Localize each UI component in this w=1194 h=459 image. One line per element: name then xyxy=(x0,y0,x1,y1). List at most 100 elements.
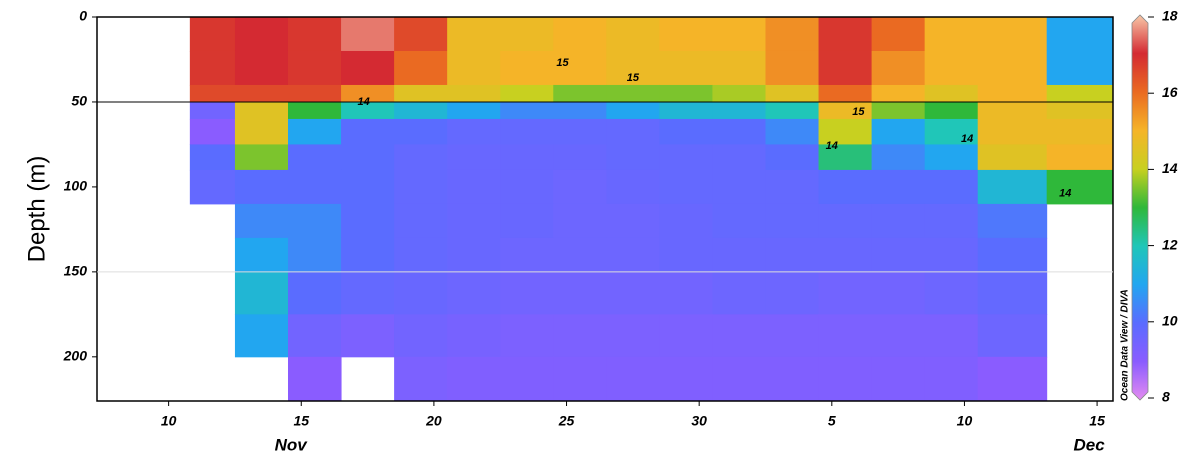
colorbar-tick-label: 12 xyxy=(1162,236,1178,252)
colorbar-tick-label: 10 xyxy=(1162,313,1178,329)
cell xyxy=(447,50,501,86)
field xyxy=(189,17,1114,402)
cell xyxy=(765,203,820,239)
cell xyxy=(924,314,979,358)
cell xyxy=(500,169,554,205)
contour-label: 15 xyxy=(556,57,569,69)
cell xyxy=(500,50,554,86)
y-tick-label: 150 xyxy=(64,263,88,279)
cell xyxy=(924,84,979,103)
contour-label: 14 xyxy=(961,133,973,145)
cell xyxy=(189,50,236,86)
cell xyxy=(394,356,448,402)
cell xyxy=(234,203,289,239)
cell xyxy=(659,314,713,358)
cell xyxy=(447,314,501,358)
cell xyxy=(234,118,289,145)
cell xyxy=(712,144,766,171)
cell xyxy=(1046,50,1114,86)
cell xyxy=(500,17,554,52)
cell xyxy=(553,203,607,239)
cell xyxy=(1046,17,1114,52)
cell xyxy=(341,271,395,315)
cell xyxy=(924,271,979,315)
cell xyxy=(287,356,342,402)
cell xyxy=(1046,144,1114,171)
cell xyxy=(818,314,873,358)
cell xyxy=(234,314,289,358)
cell xyxy=(341,203,395,239)
cell xyxy=(287,101,342,120)
cell xyxy=(659,84,713,103)
cell xyxy=(765,271,820,315)
cell xyxy=(712,118,766,145)
plot-frame xyxy=(96,16,1114,402)
cell xyxy=(712,203,766,239)
cell xyxy=(977,203,1048,239)
cell xyxy=(818,17,873,52)
cell xyxy=(871,203,926,239)
cell xyxy=(818,271,873,315)
cell xyxy=(606,314,660,358)
cell xyxy=(553,237,607,273)
cell xyxy=(871,101,926,120)
cell xyxy=(818,203,873,239)
cell xyxy=(765,237,820,273)
cell xyxy=(977,356,1048,402)
cell xyxy=(553,314,607,358)
cell xyxy=(553,144,607,171)
cell xyxy=(394,17,448,52)
cell xyxy=(871,118,926,145)
cell xyxy=(606,271,660,315)
cell xyxy=(553,356,607,402)
cell xyxy=(394,271,448,315)
cell xyxy=(871,17,926,52)
cell xyxy=(712,17,766,52)
cell xyxy=(500,271,554,315)
cell xyxy=(447,169,501,205)
cell xyxy=(394,101,448,120)
cell xyxy=(712,356,766,402)
cell xyxy=(500,118,554,145)
cell xyxy=(447,84,501,103)
cell xyxy=(606,144,660,171)
cell xyxy=(818,169,873,205)
cell xyxy=(765,169,820,205)
x-tick-label: 10 xyxy=(957,413,973,429)
cell xyxy=(287,17,342,52)
cell xyxy=(553,271,607,315)
cell xyxy=(394,237,448,273)
x-tick-label: 10 xyxy=(161,413,177,429)
cell xyxy=(394,84,448,103)
cell xyxy=(447,144,501,171)
cell xyxy=(1046,101,1114,120)
y-axis-label: Depth (m) xyxy=(23,156,50,263)
cell xyxy=(234,169,289,205)
cell xyxy=(553,101,607,120)
cell xyxy=(234,144,289,171)
cell xyxy=(606,118,660,145)
cell xyxy=(659,144,713,171)
colorbar-tick-label: 18 xyxy=(1162,8,1178,24)
x-tick-label: 30 xyxy=(691,413,707,429)
cell xyxy=(977,271,1048,315)
cell xyxy=(500,203,554,239)
cell xyxy=(341,101,395,120)
cell xyxy=(818,101,873,120)
cell xyxy=(659,237,713,273)
cell xyxy=(977,144,1048,171)
cell xyxy=(500,237,554,273)
cell xyxy=(341,50,395,86)
cell xyxy=(659,101,713,120)
cell xyxy=(606,356,660,402)
cell xyxy=(659,271,713,315)
cell xyxy=(189,101,236,120)
cell xyxy=(553,50,607,86)
cell xyxy=(924,144,979,171)
cell xyxy=(341,237,395,273)
cell xyxy=(765,17,820,52)
cell xyxy=(712,237,766,273)
colorbar-tick-label: 14 xyxy=(1162,160,1178,176)
cell xyxy=(765,356,820,402)
cell xyxy=(818,118,873,145)
